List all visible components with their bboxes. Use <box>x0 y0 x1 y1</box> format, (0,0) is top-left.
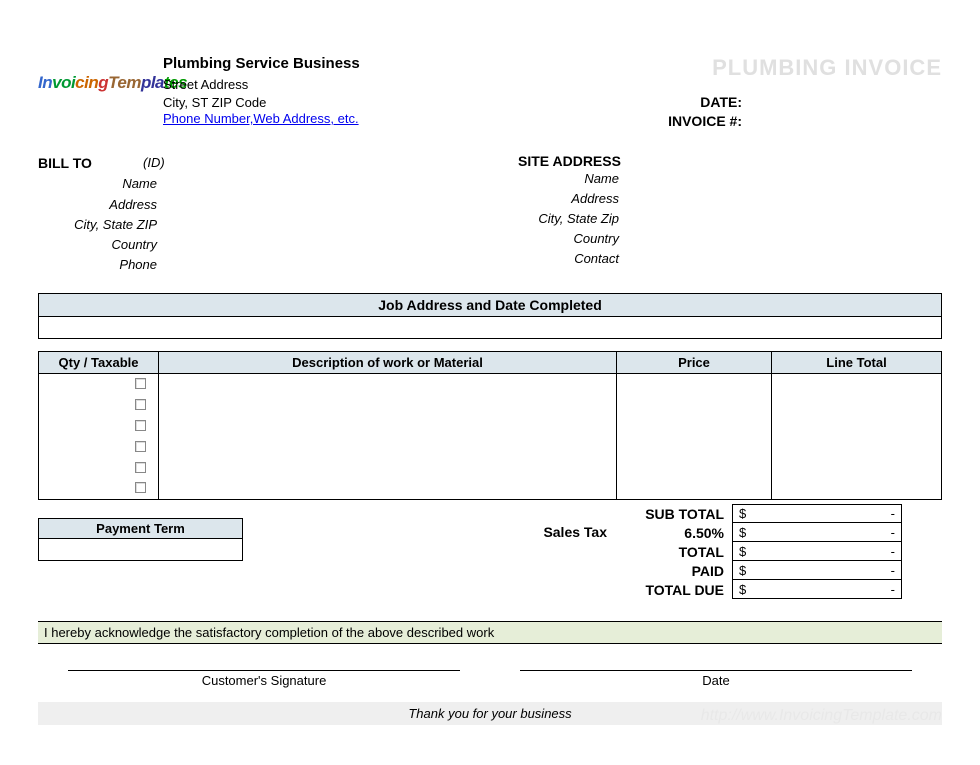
signature-row: Customer's Signature Date <box>38 670 942 688</box>
billto-phone-label: Phone <box>38 255 163 275</box>
linetotal-cell <box>772 437 942 458</box>
linetotal-cell <box>772 395 942 416</box>
qty-cell[interactable] <box>39 395 159 416</box>
company-block: Plumbing Service Business Street Address… <box>163 55 642 126</box>
qty-cell[interactable] <box>39 458 159 479</box>
desc-cell[interactable] <box>159 416 617 437</box>
meta-invoice-label: INVOICE #: <box>642 112 742 131</box>
table-row <box>39 374 942 395</box>
due-label: TOTAL DUE <box>617 582 732 598</box>
payment-term-value[interactable] <box>38 539 243 561</box>
site-country-label: Country <box>490 229 625 249</box>
desc-cell[interactable] <box>159 479 617 500</box>
customer-signature-label: Customer's Signature <box>68 670 460 688</box>
billto-column: BILL TO (ID) Name Address City, State ZI… <box>38 153 490 275</box>
job-value-row[interactable] <box>38 317 942 339</box>
table-row <box>39 416 942 437</box>
site-contact-label: Contact <box>490 249 625 269</box>
price-cell[interactable] <box>617 374 772 395</box>
price-cell[interactable] <box>617 458 772 479</box>
linetotal-cell <box>772 479 942 500</box>
col-qty-header: Qty / Taxable <box>39 352 159 374</box>
qty-cell[interactable] <box>39 416 159 437</box>
job-header-bar: Job Address and Date Completed <box>38 293 942 317</box>
acknowledgement-bar: I hereby acknowledge the satisfactory co… <box>38 621 942 644</box>
items-table: Qty / Taxable Description of work or Mat… <box>38 351 942 500</box>
desc-cell[interactable] <box>159 374 617 395</box>
total-label: TOTAL <box>617 544 732 560</box>
due-value: $- <box>732 580 902 599</box>
paid-value: $- <box>732 561 902 580</box>
company-contact-link[interactable]: Phone Number,Web Address, etc. <box>163 111 359 126</box>
paid-label: PAID <box>617 563 732 579</box>
desc-cell[interactable] <box>159 458 617 479</box>
company-citystzip: City, ST ZIP Code <box>163 94 642 112</box>
table-row <box>39 458 942 479</box>
price-cell[interactable] <box>617 395 772 416</box>
billto-name-label: Name <box>38 174 163 194</box>
header-row: InvoicingTemplates Plumbing Service Busi… <box>38 55 942 131</box>
col-total-header: Line Total <box>772 352 942 374</box>
site-address-label: Address <box>490 189 625 209</box>
invoice-title: PLUMBING INVOICE <box>642 55 942 81</box>
taxable-checkbox[interactable] <box>135 420 146 431</box>
billto-header: BILL TO <box>38 153 103 175</box>
taxable-checkbox[interactable] <box>135 399 146 410</box>
site-name-label: Name <box>490 169 625 189</box>
taxable-checkbox[interactable] <box>135 378 146 389</box>
qty-cell[interactable] <box>39 374 159 395</box>
signature-date-label: Date <box>520 670 912 688</box>
linetotal-cell <box>772 374 942 395</box>
taxable-checkbox[interactable] <box>135 482 146 493</box>
col-price-header: Price <box>617 352 772 374</box>
price-cell[interactable] <box>617 479 772 500</box>
qty-cell[interactable] <box>39 479 159 500</box>
taxable-checkbox[interactable] <box>135 462 146 473</box>
totals-grid: SUB TOTAL $- 6.50% $- TOTAL $- PAID $- T… <box>617 504 942 599</box>
linetotal-cell <box>772 458 942 479</box>
address-section: BILL TO (ID) Name Address City, State ZI… <box>38 153 942 275</box>
meta-block: DATE: INVOICE #: <box>642 93 942 131</box>
qty-cell[interactable] <box>39 437 159 458</box>
site-column: SITE ADDRESS Name Address City, State Zi… <box>490 153 942 275</box>
linetotal-cell <box>772 416 942 437</box>
billto-country-label: Country <box>38 235 163 255</box>
table-row <box>39 437 942 458</box>
subtotal-value: $- <box>732 504 902 523</box>
table-row <box>39 395 942 416</box>
company-name: Plumbing Service Business <box>163 55 642 72</box>
col-desc-header: Description of work or Material <box>159 352 617 374</box>
billto-id: (ID) <box>143 153 165 175</box>
site-citystzip-label: City, State Zip <box>490 209 625 229</box>
totals-area: Payment Term Sales Tax SUB TOTAL $- 6.50… <box>38 504 942 599</box>
desc-cell[interactable] <box>159 395 617 416</box>
tax-pct: 6.50% <box>617 525 732 541</box>
billto-citystzip-label: City, State ZIP <box>38 215 163 235</box>
taxable-checkbox[interactable] <box>135 441 146 452</box>
company-street: Street Address <box>163 76 642 94</box>
price-cell[interactable] <box>617 416 772 437</box>
logo: InvoicingTemplates <box>38 55 163 93</box>
payment-term-box: Payment Term <box>38 518 243 599</box>
subtotal-label: SUB TOTAL <box>617 506 732 522</box>
sales-tax-label: Sales Tax <box>243 504 617 599</box>
site-header: SITE ADDRESS <box>490 153 942 169</box>
thanks-bar: Thank you for your business <box>38 702 942 725</box>
desc-cell[interactable] <box>159 437 617 458</box>
table-row <box>39 479 942 500</box>
billto-address-label: Address <box>38 195 163 215</box>
tax-value: $- <box>732 523 902 542</box>
price-cell[interactable] <box>617 437 772 458</box>
title-block: PLUMBING INVOICE DATE: INVOICE #: <box>642 55 942 131</box>
total-value: $- <box>732 542 902 561</box>
payment-term-label: Payment Term <box>38 518 243 539</box>
meta-date-label: DATE: <box>642 93 742 112</box>
